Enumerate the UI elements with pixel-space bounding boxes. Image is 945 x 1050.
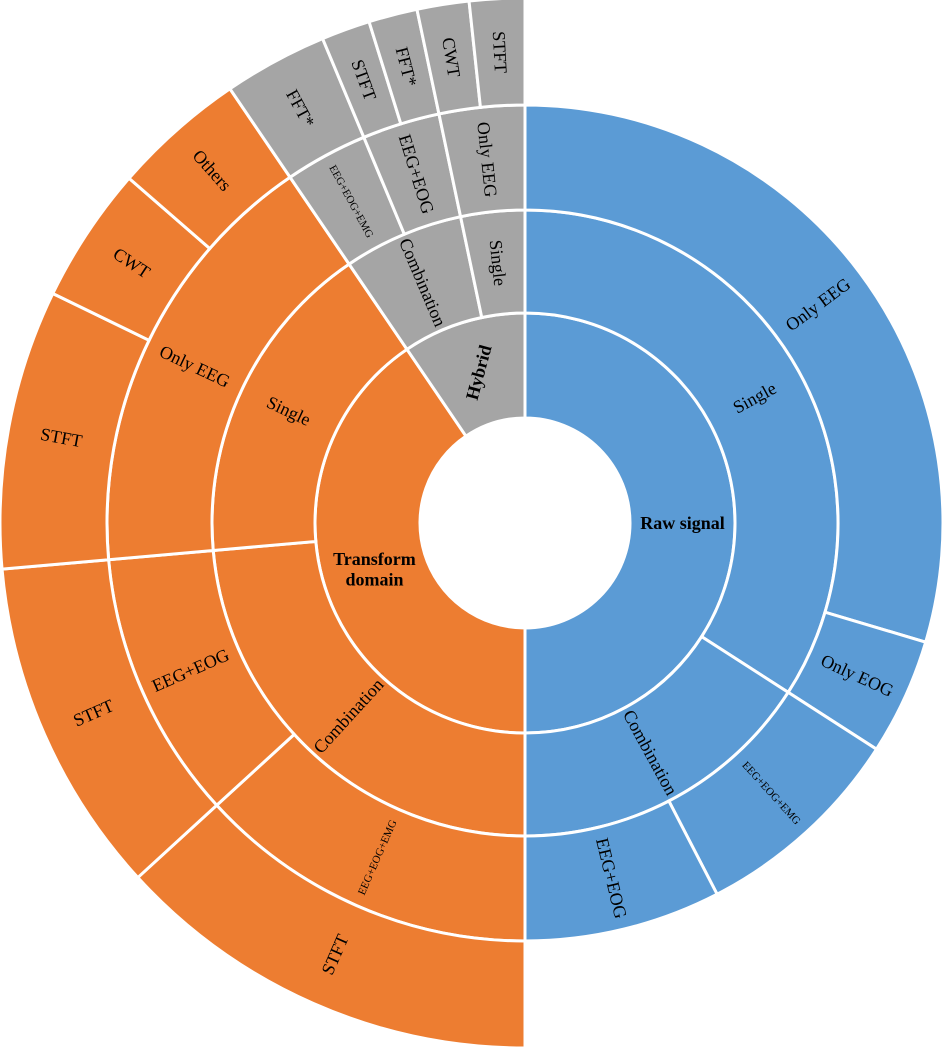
label-hybrid-single: Single — [486, 239, 511, 287]
segment-raw-only-eeg — [523, 103, 945, 645]
label-raw: Raw signal — [640, 513, 725, 533]
segment-hybrid-stft-2 — [467, 0, 527, 110]
label-hybrid-stft-2: STFT — [489, 31, 511, 74]
label-transform: Transform domain — [333, 549, 416, 590]
